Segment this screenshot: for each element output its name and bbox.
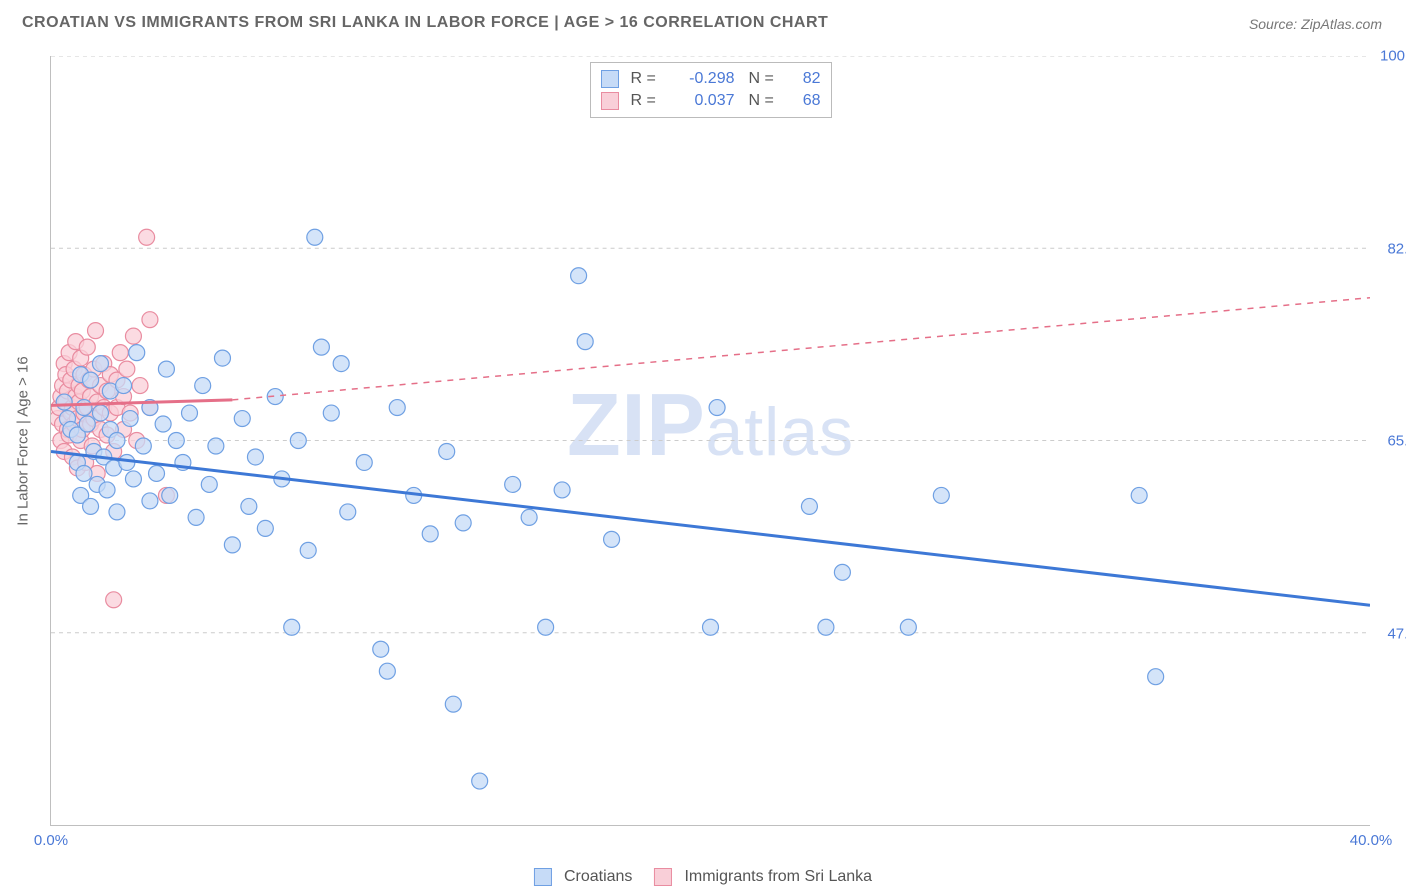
- r-label: R =: [631, 68, 665, 90]
- x-tick-label-right: 40.0%: [1350, 832, 1393, 849]
- legend-label-pink: Immigrants from Sri Lanka: [684, 868, 872, 886]
- r-label: R =: [631, 90, 665, 112]
- x-tick-label-left: 0.0%: [34, 832, 68, 849]
- y-axis-title: In Labor Force | Age > 16: [15, 356, 32, 525]
- chart-svg: [51, 56, 1370, 825]
- legend-item-pink: Immigrants from Sri Lanka: [654, 868, 872, 886]
- series-legend: Croatians Immigrants from Sri Lanka: [534, 868, 872, 886]
- y-tick-label: 100.0%: [1380, 48, 1406, 65]
- chart-title: CROATIAN VS IMMIGRANTS FROM SRI LANKA IN…: [22, 14, 828, 32]
- source-attribution: Source: ZipAtlas.com: [1249, 16, 1382, 32]
- n-value-blue: 82: [791, 68, 821, 90]
- correlation-legend: R = -0.298 N = 82 R = 0.037 N = 68: [590, 62, 832, 118]
- n-value-pink: 68: [791, 90, 821, 112]
- n-label: N =: [749, 90, 783, 112]
- correlation-row-pink: R = 0.037 N = 68: [601, 90, 821, 112]
- chart-container: CROATIAN VS IMMIGRANTS FROM SRI LANKA IN…: [0, 0, 1406, 892]
- legend-label-blue: Croatians: [564, 868, 632, 886]
- swatch-blue-icon: [601, 70, 619, 88]
- swatch-pink-icon: [654, 868, 672, 886]
- y-tick-label: 65.0%: [1380, 433, 1406, 450]
- legend-item-blue: Croatians: [534, 868, 632, 886]
- correlation-row-blue: R = -0.298 N = 82: [601, 68, 821, 90]
- swatch-blue-icon: [534, 868, 552, 886]
- r-value-pink: 0.037: [673, 90, 735, 112]
- n-label: N =: [749, 68, 783, 90]
- y-tick-label: 47.5%: [1380, 625, 1406, 642]
- swatch-pink-icon: [601, 92, 619, 110]
- r-value-blue: -0.298: [673, 68, 735, 90]
- y-tick-label: 82.5%: [1380, 240, 1406, 257]
- plot-area: ZIPatlas In Labor Force | Age > 16 R = -…: [50, 56, 1370, 826]
